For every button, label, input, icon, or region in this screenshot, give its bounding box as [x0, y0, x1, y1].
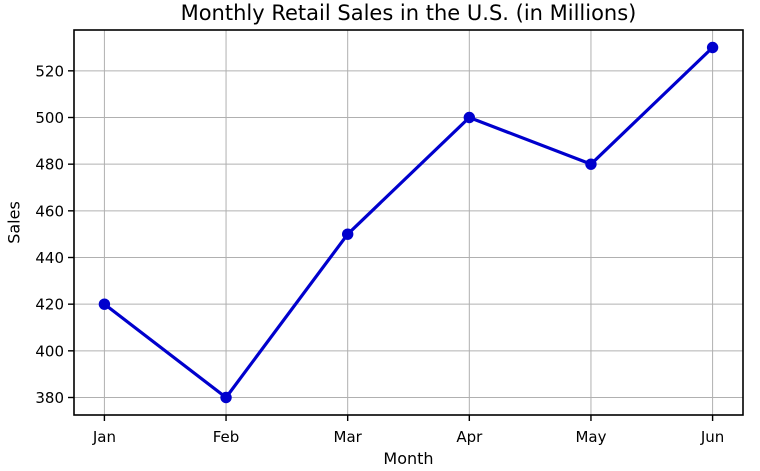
x-tick-label-feb: Feb: [213, 428, 240, 446]
x-tick-label-may: May: [575, 428, 606, 446]
x-axis-label: Month: [383, 449, 434, 468]
x-tick-label-jan: Jan: [92, 428, 116, 446]
plot-area-spines: [73, 29, 744, 416]
data-point-jan: [98, 298, 111, 310]
y-tick-label-500: 500: [35, 109, 64, 127]
data-point-apr: [463, 111, 476, 124]
y-tick-label-400: 400: [35, 342, 64, 360]
y-tick-label-380: 380: [35, 389, 64, 407]
y-tick-label-420: 420: [35, 296, 64, 314]
y-tick-label-480: 480: [35, 156, 64, 174]
y-axis-label: Sales: [4, 201, 24, 244]
y-tick-label-520: 520: [35, 62, 64, 80]
chart-title: Monthly Retail Sales in the U.S. (in Mil…: [180, 1, 637, 25]
data-point-jun: [706, 41, 719, 54]
data-point-mar: [341, 228, 354, 240]
x-tick-label-jun: Jun: [700, 428, 724, 446]
y-tick-label-440: 440: [35, 249, 64, 267]
x-tick-label-apr: Apr: [456, 428, 483, 446]
sales-line: [102, 45, 715, 400]
y-tick-label-460: 460: [35, 202, 64, 220]
x-tick-label-mar: Mar: [334, 428, 363, 446]
data-point-feb: [220, 391, 232, 404]
data-point-may: [585, 158, 597, 170]
